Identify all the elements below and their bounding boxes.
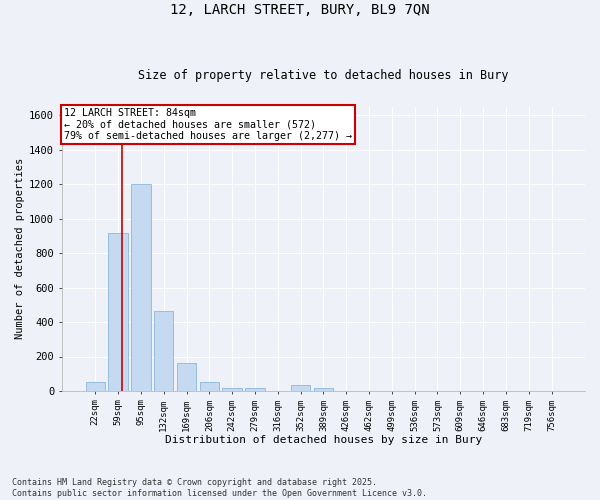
Bar: [291, 385, 310, 391]
Y-axis label: Number of detached properties: Number of detached properties: [15, 158, 25, 340]
Title: Size of property relative to detached houses in Bury: Size of property relative to detached ho…: [138, 69, 509, 82]
Text: Contains HM Land Registry data © Crown copyright and database right 2025.
Contai: Contains HM Land Registry data © Crown c…: [12, 478, 427, 498]
Text: 12 LARCH STREET: 84sqm
← 20% of detached houses are smaller (572)
79% of semi-de: 12 LARCH STREET: 84sqm ← 20% of detached…: [64, 108, 352, 142]
Bar: [223, 388, 242, 391]
Bar: [245, 388, 265, 391]
Bar: [314, 388, 333, 391]
Bar: [86, 382, 105, 391]
Bar: [200, 382, 219, 391]
Bar: [109, 232, 128, 391]
X-axis label: Distribution of detached houses by size in Bury: Distribution of detached houses by size …: [165, 435, 482, 445]
Text: 12, LARCH STREET, BURY, BL9 7QN: 12, LARCH STREET, BURY, BL9 7QN: [170, 2, 430, 16]
Bar: [177, 362, 196, 391]
Bar: [154, 311, 173, 391]
Bar: [131, 184, 151, 391]
